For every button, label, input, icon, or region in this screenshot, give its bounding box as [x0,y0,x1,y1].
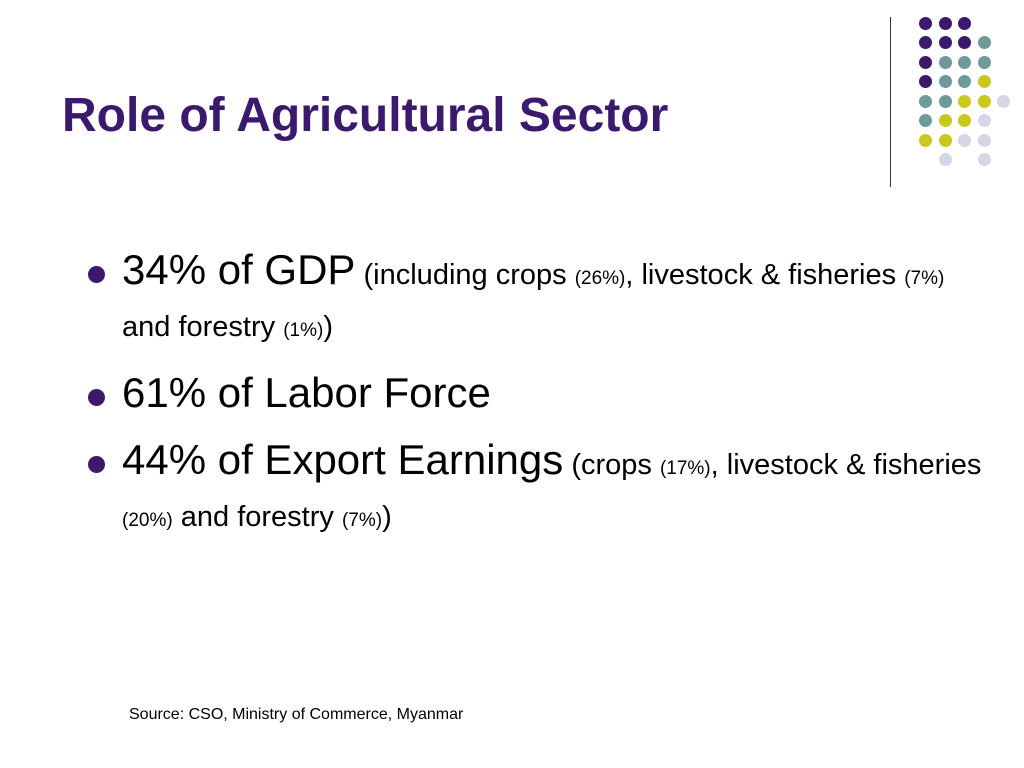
bullet-main-text: 61% of Labor Force [122,369,491,416]
decorative-dot [919,133,932,147]
decorative-dot [919,114,932,127]
decorative-dot [919,75,932,88]
decorative-dot [997,94,1010,108]
decorative-dot [958,36,971,49]
bullet-detail-percent: (1%) [283,320,324,341]
decorative-dot [977,153,991,166]
decorative-dot [919,55,932,69]
decorative-dot [958,75,971,88]
bullet-detail-text: and forestry [180,501,334,533]
decorative-dot [977,36,991,49]
decorative-dot [938,16,952,30]
bullet-detail-text: , livestock & fisheries [710,449,982,481]
bullet-detail-percent: (17%) [659,458,711,479]
bullet-detail-percent: (7%) [341,510,383,531]
decorative-dot [938,55,952,69]
decorative-dot [958,133,971,147]
decorative-dot [938,114,952,127]
bullet-detail-text: and forestry [122,311,276,343]
decorative-dot-grid [0,0,1024,200]
bullet-item-gdp: 34% of GDP (including crops (26%), lives… [88,246,988,355]
decorative-dot [958,55,971,69]
bullet-main-text: 44% of Export Earnings [122,436,564,483]
bullet-detail-text: (including crops [363,259,567,291]
decorative-dot [977,94,991,108]
decorative-dot [958,94,971,108]
bullet-list: 34% of GDP (including crops (26%), lives… [88,246,988,559]
decorative-dot [958,16,971,30]
decorative-dot [919,36,932,49]
bullet-dot-icon [88,266,105,283]
decorative-dot [958,114,971,127]
decorative-dot [938,94,952,108]
bullet-detail-text: , livestock & fisheries [625,259,897,291]
vertical-divider [890,17,891,187]
bullet-detail-percent: (7%) [904,268,945,289]
decorative-dot [938,133,952,147]
decorative-dot [977,55,991,69]
bullet-dot-icon [88,456,105,473]
decorative-dot [938,153,952,166]
bullet-dot-icon [88,389,105,406]
decorative-dot [977,75,991,88]
bullet-detail-percent: (20%) [122,510,173,531]
slide-title: Role of Agricultural Sector [62,89,669,142]
bullet-detail-percent: (26%) [574,268,626,289]
bullet-detail-text: (crops [571,449,652,481]
bullet-detail-text: ) [323,311,333,343]
decorative-dot [919,94,932,108]
bullet-item-labor: 61% of Labor Force [88,369,988,422]
decorative-dot [977,133,991,147]
decorative-dot [977,114,991,127]
bullet-main-text: 34% of GDP [122,246,356,293]
decorative-dot [938,36,952,49]
decorative-dot [938,75,952,88]
bullet-item-export: 44% of Export Earnings (crops (17%), liv… [88,436,988,545]
decorative-dot [919,16,932,30]
source-note: Source: CSO, Ministry of Commerce, Myanm… [129,706,464,723]
bullet-detail-text: ) [382,501,392,533]
